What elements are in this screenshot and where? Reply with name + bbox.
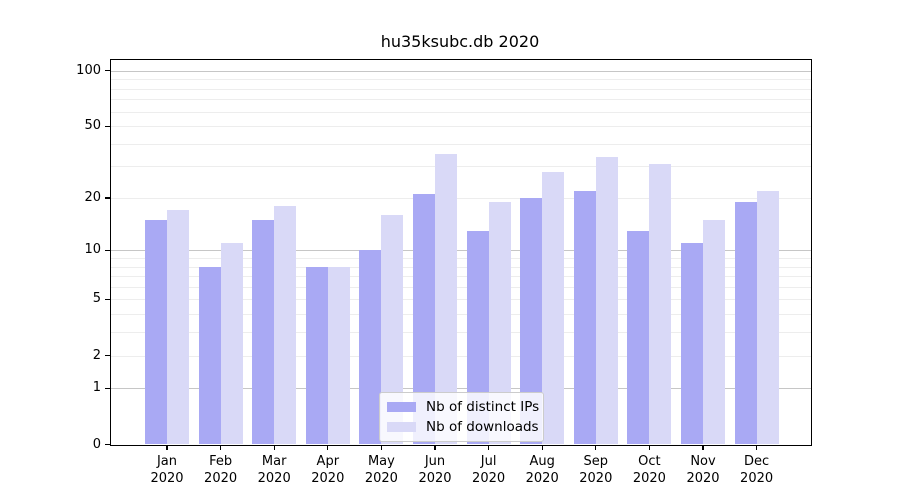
x-axis-tick-label: Aug 2020 (525, 454, 559, 486)
bar-distinct-ips-jan (145, 219, 167, 445)
x-axis-tick (487, 445, 490, 450)
y-axis-tick-label: 0 (92, 436, 101, 452)
x-axis-tick (755, 445, 758, 450)
x-axis-tick-label: Jun 2020 (418, 454, 452, 486)
x-axis-tick (648, 445, 651, 450)
y-axis-tick-label: 100 (76, 62, 101, 78)
gridline-minor (111, 126, 811, 128)
x-axis-tick (380, 445, 383, 450)
bar-downloads-jan (167, 210, 189, 445)
x-axis-tick-label: Oct 2020 (632, 454, 666, 486)
bar-distinct-ips-feb (198, 266, 221, 445)
chart-title: hu35ksubc.db 2020 (380, 32, 540, 51)
y-axis-tick (104, 444, 110, 446)
gridline-minor (111, 355, 811, 357)
bar-distinct-ips-may (359, 250, 382, 445)
gridline-major (111, 388, 811, 390)
y-axis-tick (104, 197, 110, 199)
bar-distinct-ips-apr (305, 266, 328, 445)
x-axis-tick-label: Jul 2020 (472, 454, 506, 486)
bar-distinct-ips-oct (627, 230, 650, 445)
bar-downloads-mar (274, 206, 297, 445)
x-axis-tick-label: Sep 2020 (579, 454, 613, 486)
x-axis-tick-label: Nov 2020 (686, 454, 720, 486)
gridline-minor (111, 314, 811, 316)
legend-label-downloads: Nb of downloads (426, 419, 539, 435)
bar-downloads-aug (542, 171, 565, 445)
y-axis-tick (104, 249, 110, 252)
y-axis-tick-label: 10 (84, 242, 101, 258)
y-axis-tick-label: 1 (92, 380, 101, 396)
x-axis-tick (541, 445, 543, 450)
y-axis-tick-label: 5 (92, 291, 101, 307)
legend-label-distinct-ips: Nb of distinct IPs (426, 399, 540, 415)
gridline-minor (111, 286, 811, 288)
x-axis-tick-label: Feb 2020 (204, 454, 238, 486)
x-axis-tick-label: Apr 2020 (311, 454, 345, 486)
gridline-minor (111, 111, 811, 113)
bar-downloads-jun (435, 154, 457, 445)
x-axis-tick (327, 445, 329, 450)
gridline-minor (111, 88, 811, 90)
bar-downloads-apr (327, 266, 350, 445)
gridline-minor (111, 166, 811, 168)
x-axis-tick (273, 445, 275, 450)
bar-distinct-ips-dec (734, 201, 757, 445)
x-axis-tick (219, 445, 222, 450)
gridline-minor (111, 299, 811, 301)
bar-distinct-ips-jun (413, 194, 435, 445)
bar-downloads-oct (649, 163, 672, 445)
gridline-minor (111, 276, 811, 278)
y-axis-tick (104, 298, 110, 301)
x-axis-tick (434, 445, 436, 450)
legend: Nb of distinct IPs Nb of downloads (379, 392, 544, 442)
gridline-minor (111, 79, 811, 81)
x-axis-tick (702, 445, 704, 450)
gridline-minor (111, 266, 811, 268)
x-axis-tick (595, 445, 597, 450)
bar-downloads-may (381, 215, 404, 445)
y-axis-tick (104, 70, 110, 72)
bar-downloads-feb (220, 243, 243, 445)
bar-downloads-dec (756, 190, 779, 445)
bar-distinct-ips-jul (466, 230, 489, 445)
y-axis-tick-label: 2 (92, 347, 101, 363)
x-axis-tick (166, 445, 168, 450)
x-axis-tick-label: Dec 2020 (740, 454, 774, 486)
gridline-minor (111, 257, 811, 259)
legend-swatch-distinct-ips (387, 402, 416, 412)
legend-swatch-downloads (387, 422, 416, 432)
x-axis-tick-label: Mar 2020 (257, 454, 291, 486)
legend-item-downloads: Nb of downloads (387, 419, 539, 435)
gridline-major (111, 250, 811, 252)
y-axis-tick (104, 355, 110, 357)
y-axis-tick-label: 20 (84, 189, 101, 205)
y-axis-tick-label: 50 (84, 118, 101, 134)
bar-downloads-sep (595, 156, 618, 445)
legend-item-distinct-ips: Nb of distinct IPs (387, 399, 539, 415)
plot-area: 0 1 2 5 10 20 50 100 Jan 2020 Feb 2020 Mar 2020 Apr… (76, 59, 812, 486)
bar-distinct-ips-mar (252, 219, 275, 445)
x-axis-tick-label: May 2020 (364, 454, 398, 486)
bar-distinct-ips-sep (573, 190, 596, 445)
gridline-major (111, 70, 811, 72)
y-axis-tick (104, 125, 110, 127)
bar-distinct-ips-aug (520, 197, 543, 445)
gridline-minor (111, 197, 811, 199)
bar-distinct-ips-nov (681, 243, 703, 445)
bar-downloads-jul (488, 201, 511, 445)
bar-downloads-nov (703, 219, 725, 445)
gridline-minor (111, 332, 811, 334)
gridline-minor (111, 143, 811, 145)
gridline-minor (111, 99, 811, 101)
y-axis-tick (104, 387, 110, 390)
x-axis-tick-label: Jan 2020 (150, 454, 184, 486)
